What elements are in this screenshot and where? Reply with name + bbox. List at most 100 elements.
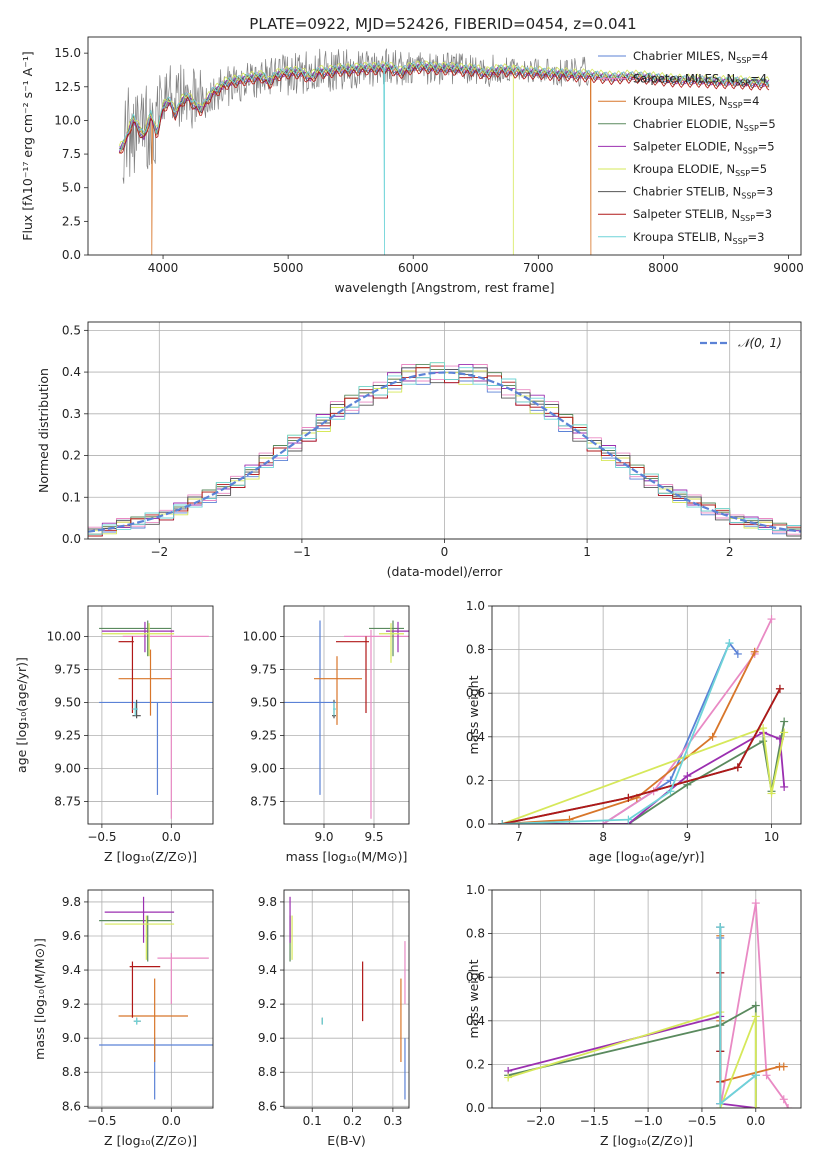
y-axis-label: mass [log₁₀(M/M⊙)] [32,938,47,1060]
weight-line [507,1015,756,1108]
y-tick-label: 9.4 [258,963,277,977]
x-tick-label: 0.0 [746,1114,765,1128]
plot-area [118,48,770,255]
y-tick-label: 9.50 [54,695,81,709]
axes-frame [491,889,802,1109]
y-tick-label: 9.00 [250,762,277,776]
weight-line [719,935,784,1083]
x-tick-label: 0.2 [343,1114,362,1128]
plot-area [289,896,406,1100]
grid-lines [492,605,801,825]
plot-area [88,362,801,539]
x-axis-label: (data-model)/error [387,564,504,579]
x-tick-label: 9 [684,830,692,844]
x-tick-label: 0.1 [303,1114,322,1128]
x-tick-label: 6000 [398,261,429,275]
legend-label: Salpeter MILES, NSSP=4 [633,72,767,88]
x-tick-label: 7000 [523,261,554,275]
model-spectrum-line [119,61,770,255]
legend-label: Chabrier ELODIE, NSSP=5 [633,117,776,133]
y-axis-label: Normed distribution [36,368,51,493]
histogram-step [88,365,801,539]
y-tick-label: 0.3 [62,407,81,421]
x-tick-label: 5000 [273,261,304,275]
y-tick-label: 9.8 [258,895,277,909]
weight-line [501,688,781,824]
plot-area [498,615,789,824]
plot-area [99,896,213,1100]
y-axis-label: Flux [fλ10⁻¹⁷ erg cm⁻² s⁻¹ A⁻¹] [20,51,35,240]
legend-label: 𝒩(0, 1) [738,336,782,350]
axes-frame [87,36,802,256]
residuals-chart: −2 −1 0 1 2 0.0 0.1 0.2 0.3 0.4 0.5 (data-model)/er… [36,321,802,579]
y-tick-label: 9.25 [250,728,277,742]
plot-area [504,899,793,1108]
y-tick-label: 15.0 [54,46,81,60]
x-axis-label: wavelength [Angstrom, rest frame] [334,280,554,295]
grid-lines [88,322,801,540]
y-tick-label: 0.2 [62,449,81,463]
mass-vs-ebv-chart: 0.1 0.2 0.3 8.6 8.8 9.0 9.2 9.4 9.6 9.8 E(B-V) [258,889,410,1148]
grid-lines [284,890,409,1108]
legend-label: Salpeter ELODIE, NSSP=5 [633,139,775,155]
y-tick-label: 0.5 [62,323,81,337]
y-tick-label: 1.0 [466,599,485,613]
y-tick-label: 8.8 [258,1065,277,1079]
y-tick-label: 9.25 [54,728,81,742]
y-tick-label: 0.2 [466,1057,485,1071]
plot-area [284,620,409,819]
grid-lines [88,890,213,1108]
y-tick-label: 0.4 [62,365,81,379]
y-tick-label: 9.50 [250,695,277,709]
y-tick-label: 1.0 [466,883,485,897]
y-tick-label: 9.75 [54,662,81,676]
y-axis-label: age [log₁₀(age/yr)] [14,657,29,773]
y-tick-label: 10.00 [47,629,81,643]
normal-distribution-curve [88,371,801,533]
x-tick-label: −1.5 [580,1114,609,1128]
x-axis-label: mass [log₁₀(M/M⊙)] [286,849,408,864]
weight-line [501,727,786,824]
y-axis-label: mass weight [466,959,481,1038]
y-tick-label: 0.4 [466,1014,485,1028]
histogram-step [88,362,801,539]
axes-frame [87,321,802,540]
age-vs-metallicity-chart: −0.5 0.0 8.75 9.00 9.25 9.50 9.75 10.00 Z [log₁₀… [14,605,214,864]
y-tick-label: 0.0 [466,817,485,831]
y-tick-label: 12.5 [54,80,81,94]
y-tick-label: 8.6 [258,1099,277,1113]
weight-line [502,642,739,824]
spectrum-chart: 4000 5000 6000 7000 8000 9000 0.0 2.5 5.0 7.5 10.0… [20,36,804,295]
x-tick-label: 8 [599,830,607,844]
y-tick-label: 10.0 [54,113,81,127]
y-tick-label: 0.0 [466,1101,485,1115]
mass-vs-metallicity-chart: −0.5 0.0 8.6 8.8 9.0 9.2 9.4 9.6 9.8 Z [log₁₀(Z/Z… [32,889,214,1148]
axes-frame [283,605,410,825]
x-axis-label: age [log₁₀(age/yr)] [589,849,705,864]
axes-frame [491,605,802,825]
x-tick-label: 9.0 [314,830,333,844]
x-axis-label: E(B-V) [327,1133,366,1148]
legend-label: Salpeter STELIB, NSSP=3 [633,207,772,223]
legend-label: Chabrier STELIB, NSSP=3 [633,185,773,201]
y-tick-label: 9.6 [258,929,277,943]
y-tick-label: 8.75 [250,795,277,809]
grid-lines [284,606,409,824]
y-tick-label: 0.6 [466,686,485,700]
x-tick-label: −2 [150,545,168,559]
y-tick-label: 9.6 [62,929,81,943]
y-tick-label: 7.5 [62,147,81,161]
axes-frame [87,605,214,825]
axes-frame [283,889,410,1109]
axes-frame [87,889,214,1109]
x-axis-label: Z [log₁₀(Z/Z⊙)] [600,1133,693,1148]
legend-label: Kroupa ELODIE, NSSP=5 [633,162,767,178]
x-tick-label: 2 [726,545,734,559]
age-vs-mass-chart: 9.0 9.5 8.75 9.00 9.25 9.50 9.75 10.00 mass [log… [243,605,410,864]
y-tick-label: 0.1 [62,490,81,504]
y-tick-label: 9.2 [258,997,277,1011]
y-tick-label: 0.6 [466,970,485,984]
legend-label: Kroupa STELIB, NSSP=3 [633,230,764,246]
y-tick-label: 9.4 [62,963,81,977]
